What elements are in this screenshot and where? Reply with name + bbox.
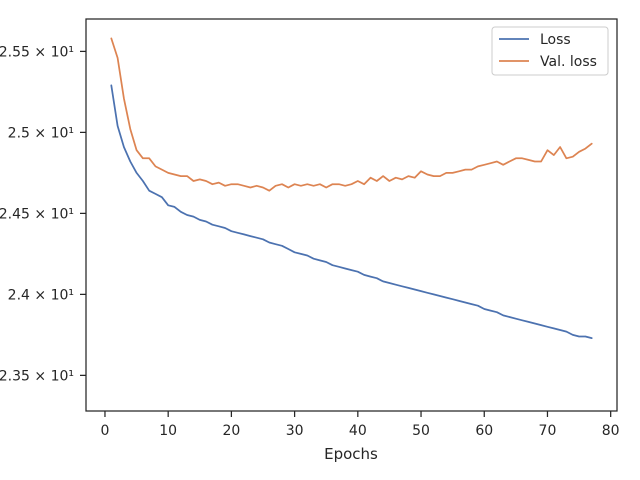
y-tick-label: 2.55 × 10¹ (0, 44, 74, 60)
series-layer (110, 37, 593, 339)
legend: Loss Val. loss (491, 26, 609, 76)
y-tick-label: 2.4 × 10¹ (8, 287, 74, 303)
plot-area (86, 19, 617, 411)
x-tick-label: 50 (412, 423, 430, 439)
x-tick-label: 20 (222, 423, 240, 439)
x-tick-label: 60 (475, 423, 493, 439)
y-axis-ticks: 2.35 × 10¹ 2.4 × 10¹ 2.45 × 10¹ 2.5 × 10¹ 2.… (0, 44, 86, 384)
x-tick-label: 80 (602, 423, 620, 439)
x-tick-label: 0 (101, 423, 110, 439)
x-tick-label: 10 (159, 423, 177, 439)
legend-loss-label: Loss (540, 32, 571, 48)
legend-val-loss-label: Val. loss (540, 54, 597, 70)
x-axis-ticks: 0 10 20 30 40 50 60 70 80 (101, 411, 620, 439)
y-tick-label: 2.5 × 10¹ (8, 125, 74, 141)
x-axis-label: Epochs (324, 445, 378, 463)
x-tick-label: 40 (349, 423, 367, 439)
y-tick-label: 2.35 × 10¹ (0, 368, 74, 384)
x-tick-label: 70 (539, 423, 557, 439)
x-tick-label: 30 (286, 423, 304, 439)
y-tick-label: 2.45 × 10¹ (0, 206, 74, 222)
plot-frame (85, 18, 618, 412)
